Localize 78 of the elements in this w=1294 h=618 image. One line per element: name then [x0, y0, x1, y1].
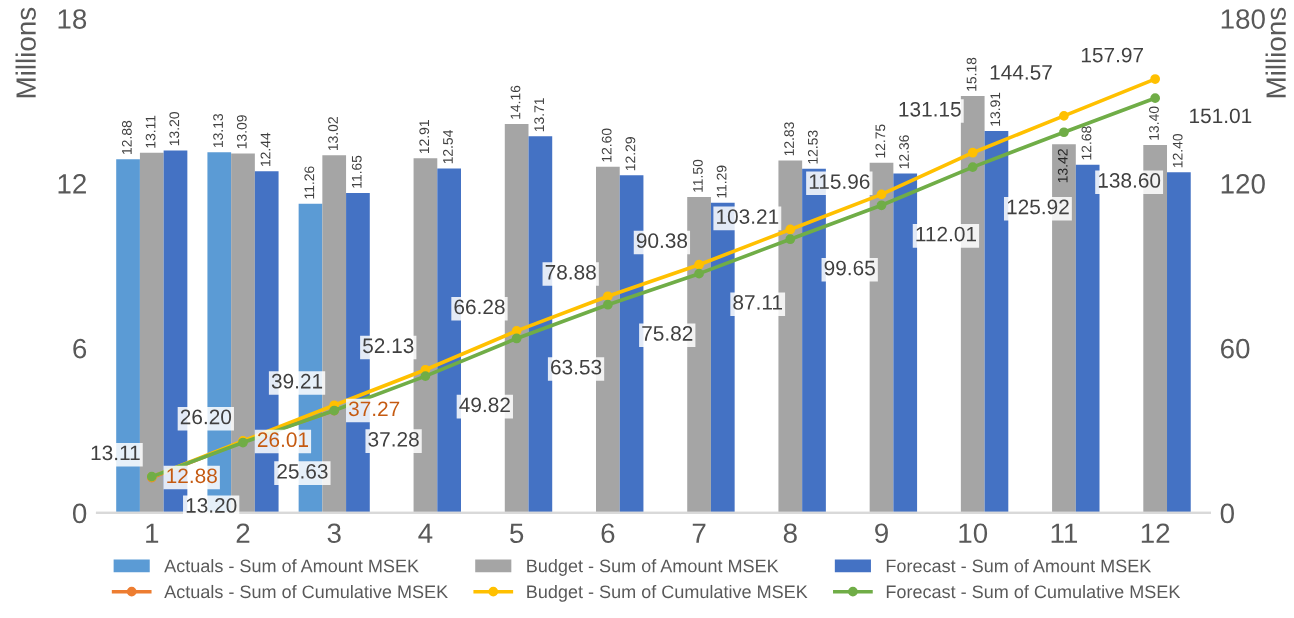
data-label: 151.01: [1190, 108, 1252, 124]
data-label: 131.15: [899, 101, 961, 117]
data-label: 13.11: [91, 445, 140, 461]
bar: [139, 152, 164, 513]
y-tick-label: 6: [73, 338, 87, 359]
point: [603, 299, 613, 310]
point: [876, 189, 887, 200]
y-axis-title: Millions: [15, 7, 36, 98]
x-tick-label: 12: [1141, 523, 1170, 543]
legend-label: Forecast - Sum of Cumulative MSEK: [886, 584, 1181, 599]
bar: [893, 173, 918, 513]
data-label: 90.38: [636, 233, 688, 249]
data-label: 25.63: [277, 463, 328, 479]
x-tick-label: 10: [959, 523, 988, 544]
data-label: 39.21: [271, 373, 323, 389]
y-tick-label: 0: [72, 503, 87, 524]
data-label: 78.88: [545, 264, 596, 280]
legend-label: Budget - Sum of Cumulative MSEK: [527, 584, 808, 602]
data-label: 63.53: [551, 359, 602, 375]
x-tick-label: 3: [327, 523, 341, 544]
x-tick-label: 6: [601, 523, 615, 544]
data-label: 103.21: [717, 209, 779, 224]
point: [876, 200, 887, 211]
data-label: 125.92: [1007, 199, 1069, 215]
point: [420, 371, 431, 381]
data-label: 12.88: [167, 468, 217, 484]
point: [603, 291, 613, 302]
point: [967, 147, 978, 158]
y-tick-label: 18: [58, 9, 87, 29]
data-label: 115.96: [809, 174, 870, 189]
x-tick-label: 1: [146, 523, 159, 543]
point: [694, 268, 704, 279]
point: [1059, 127, 1069, 138]
x-tick-label: 9: [875, 523, 888, 544]
data-label: 49.82: [459, 397, 510, 413]
y-tick-label: 12: [58, 174, 86, 194]
y2-tick-label: 60: [1221, 338, 1250, 359]
data-label: 144.57: [990, 65, 1052, 80]
y2-tick-label: 120: [1221, 174, 1265, 194]
point: [1150, 93, 1161, 104]
point: [511, 333, 522, 344]
point: [785, 234, 796, 245]
x-tick-label: 2: [236, 523, 250, 543]
data-label: 37.28: [368, 431, 419, 447]
x-tick-label: 4: [418, 523, 433, 543]
legend-label: Actuals - Sum of Cumulative MSEK: [164, 584, 448, 599]
data-label: 157.97: [1081, 47, 1144, 63]
legend-label: Actuals - Sum of Amount MSEK: [164, 559, 419, 573]
y2-tick-label: 180: [1221, 9, 1265, 29]
x-tick-label: 5: [510, 523, 524, 544]
legend-label: Budget - Sum of Amount MSEK: [527, 559, 779, 576]
data-label: 87.11: [733, 295, 782, 310]
y2-tick-label: 0: [1220, 503, 1234, 524]
x-tick-label: 8: [783, 523, 797, 544]
data-label: 26.20: [180, 409, 232, 425]
point: [1059, 110, 1069, 121]
data-label: 99.65: [824, 260, 875, 276]
data-label: 37.27: [348, 401, 400, 417]
data-label: 66.28: [454, 299, 505, 315]
point: [785, 224, 796, 235]
point: [694, 259, 704, 270]
data-label: 13.20: [186, 498, 237, 513]
bar: [984, 130, 1009, 513]
x-tick-label: 11: [1051, 523, 1078, 543]
x-tick-label: 7: [692, 523, 706, 543]
bar: [1075, 164, 1100, 513]
data-label: 138.60: [1098, 173, 1161, 188]
data-label: 75.82: [642, 326, 693, 341]
legend-label: Forecast - Sum of Amount MSEK: [886, 559, 1152, 573]
data-label: 26.01: [257, 432, 308, 448]
data-label: 112.01: [916, 226, 977, 242]
point: [1150, 74, 1161, 84]
point: [967, 162, 978, 172]
bar: [778, 160, 803, 513]
bar: [1167, 172, 1191, 513]
y2-axis-title: Millions: [1265, 7, 1286, 98]
point: [511, 326, 522, 336]
data-label: 52.13: [363, 338, 414, 354]
